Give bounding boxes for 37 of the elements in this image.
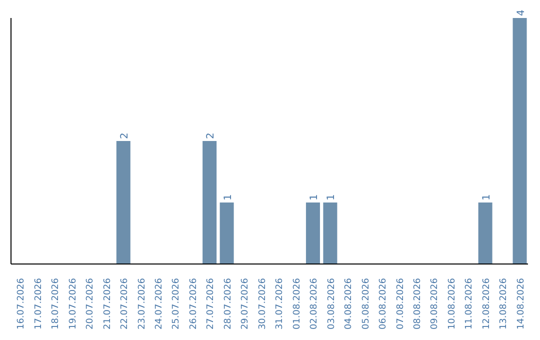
- x-tick-label: 06.08.2026: [378, 278, 389, 330]
- x-tick-label: 08.08.2026: [412, 278, 423, 330]
- x-tick-label: 29.07.2026: [240, 278, 251, 330]
- x-tick-label: 05.08.2026: [361, 278, 372, 330]
- data-label: 4: [516, 10, 527, 16]
- x-tick-label: 14.08.2026: [516, 278, 526, 330]
- x-tick-label: 26.07.2026: [188, 278, 199, 330]
- x-tick-label: 20.07.2026: [86, 278, 96, 330]
- x-tick-label: 11.08.2026: [464, 278, 475, 330]
- x-tick-label: 28.07.2026: [223, 278, 234, 330]
- x-tick-label: 17.07.2026: [34, 278, 44, 330]
- x-tick-label: 12.08.2026: [482, 278, 492, 330]
- x-tick-label: 07.08.2026: [396, 278, 406, 330]
- x-tick-label: 23.07.2026: [137, 278, 148, 330]
- data-label: 1: [222, 194, 234, 200]
- x-tick-label: 09.08.2026: [430, 278, 440, 330]
- x-tick-label: 18.07.2026: [51, 278, 62, 330]
- x-tick-label: 30.07.2026: [258, 278, 268, 330]
- x-tick-label: 27.07.2026: [206, 278, 216, 330]
- x-tick-label: 24.07.2026: [154, 278, 164, 330]
- x-tick-label: 10.08.2026: [447, 278, 458, 330]
- x-tick-label: 21.07.2026: [102, 278, 113, 330]
- data-label: 1: [481, 194, 492, 200]
- x-tick-label: 25.07.2026: [172, 278, 182, 330]
- x-tick-label: 01.08.2026: [292, 278, 302, 330]
- data-label: 2: [119, 132, 130, 139]
- data-label: 2: [206, 132, 217, 139]
- x-tick-label: 13.08.2026: [499, 278, 510, 330]
- data-label: 1: [326, 194, 338, 200]
- x-tick-label: 31.07.2026: [275, 278, 286, 330]
- x-tick-label: 02.08.2026: [310, 278, 320, 330]
- x-tick-label: 04.08.2026: [344, 278, 354, 330]
- data-label: 1: [308, 194, 320, 200]
- x-tick-label: 19.07.2026: [68, 278, 78, 330]
- x-tick-label: 22.07.2026: [120, 278, 130, 330]
- x-tick-label: 16.07.2026: [16, 278, 27, 330]
- x-tick-label: 03.08.2026: [326, 278, 337, 330]
